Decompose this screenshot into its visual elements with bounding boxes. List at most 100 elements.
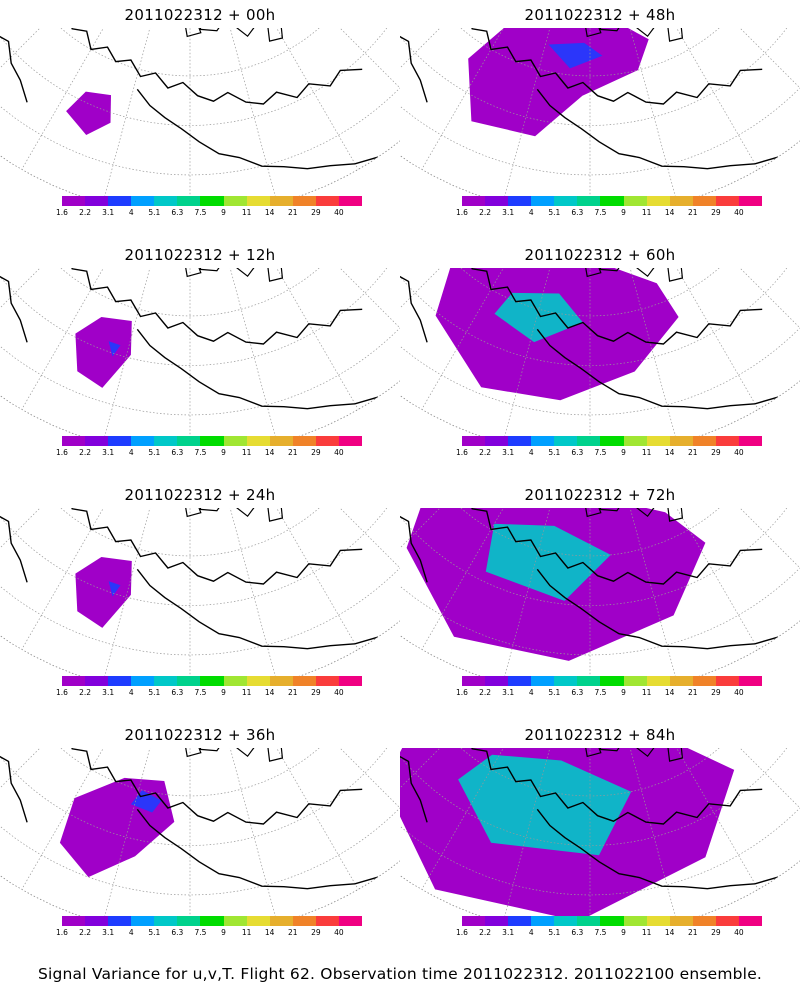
colorbar-tick-label: 11 [241, 928, 252, 937]
polar-map [400, 508, 800, 678]
colorbar-cell [692, 436, 716, 446]
colorbar-tick-label: 7.5 [594, 928, 607, 937]
colorbar-cell [531, 916, 555, 926]
colorbar-tick-label: 11 [241, 688, 252, 697]
meridian-line [220, 748, 278, 918]
polar-map [400, 268, 800, 438]
map-boundary [400, 140, 800, 198]
latitude-line [400, 268, 800, 366]
meridian-line [0, 748, 88, 767]
colorbar-tick-label: 40 [734, 448, 744, 457]
arctic-island [666, 28, 684, 42]
map-panel: 2011022312 + 36h 1.6 2.2 3.1 4 5.1 6.3 7.5 9 11 14… [0, 720, 400, 960]
colorbar-cell [177, 916, 201, 926]
colorbar-cell [85, 436, 109, 446]
meridian-line [0, 748, 107, 837]
colorbar-tick-label: 5.1 [548, 688, 561, 697]
colorbar-cell [646, 196, 670, 206]
meridian-line [273, 508, 400, 597]
latitude-line [0, 28, 400, 126]
coastline [429, 748, 763, 825]
map-boundary [0, 620, 400, 678]
meridian-line [220, 28, 278, 198]
colorbar-cell [269, 436, 293, 446]
colorbar-cell [646, 436, 670, 446]
arctic-island [184, 508, 202, 518]
colorbar-cell [623, 196, 647, 206]
colorbar-cell [692, 196, 716, 206]
arctic-island [630, 748, 661, 758]
colorbar-tick-label: 1.6 [56, 928, 68, 937]
polar-map [400, 748, 800, 918]
colorbar: 1.6 2.2 3.1 4 5.1 6.3 7.5 9 11 14 21 29 40 [56, 196, 363, 226]
arctic-island [666, 508, 684, 522]
meridian-line [21, 748, 131, 890]
map-panel: 2011022312 + 72h 1.6 2.2 3.1 4 5.1 6.3 7.5 9 11 14… [400, 480, 800, 720]
colorbar-cell [62, 436, 86, 446]
colorbar-tick-label: 29 [311, 928, 321, 937]
meridian-line [273, 748, 400, 837]
colorbar-tick-label: 4 [128, 448, 134, 457]
map-boundary [0, 380, 400, 438]
colorbar-cell [508, 436, 532, 446]
meridian-line [220, 268, 278, 438]
arctic-island [184, 268, 202, 278]
map-panel: 2011022312 + 24h 1.6 2.2 3.1 4 5.1 6.3 7.5 9 11 14… [0, 480, 400, 720]
meridian-line [400, 508, 507, 597]
meridian-line [421, 268, 531, 410]
variance-field-high [494, 292, 583, 343]
panel-title: 2011022312 + 36h [124, 726, 276, 744]
colorbar-cell [485, 196, 509, 206]
arctic-island [266, 268, 284, 282]
colorbar-tick-label: 7.5 [194, 208, 207, 217]
latitude-line [400, 28, 800, 126]
meridian-line [0, 508, 107, 597]
colorbar-tick-label: 11 [641, 688, 652, 697]
colorbar-cell [292, 676, 316, 686]
panel-title: 2011022312 + 00h [124, 6, 276, 24]
colorbar-cell [600, 196, 624, 206]
colorbar-cell [154, 916, 178, 926]
colorbar-cell [200, 676, 224, 686]
map-boundary [400, 860, 800, 918]
colorbar-cell [85, 196, 109, 206]
arctic-island [630, 268, 661, 278]
map-panel: 2011022312 + 60h 1.6 2.2 3.1 4 5.1 6.3 7.5 9 11 14… [400, 240, 800, 480]
colorbar-tick-label: 29 [711, 688, 721, 697]
colorbar-cell [223, 196, 247, 206]
colorbar-tick-label: 11 [641, 448, 652, 457]
arctic-island [230, 268, 261, 278]
meridian-line [292, 748, 400, 767]
colorbar-tick-label: 9 [621, 448, 626, 457]
latitude-line [0, 508, 400, 656]
coastline [136, 808, 379, 890]
colorbar-tick-label: 3.1 [502, 928, 515, 937]
colorbar-tick-label: 11 [641, 208, 652, 217]
variance-field-high [458, 754, 632, 856]
colorbar-cell [292, 436, 316, 446]
coastline [0, 748, 28, 823]
colorbar-tick-label: 21 [687, 208, 698, 217]
coastline [400, 508, 428, 583]
colorbar-cell [508, 676, 532, 686]
colorbar-tick-label: 5.1 [148, 688, 161, 697]
variance-field-high [485, 523, 611, 601]
colorbar-tick-label: 40 [734, 688, 744, 697]
variance-field-low [75, 557, 132, 628]
latitude-line [418, 748, 762, 797]
colorbar: 1.6 2.2 3.1 4 5.1 6.3 7.5 9 11 14 21 29 40 [56, 916, 363, 946]
panel-title: 2011022312 + 84h [524, 726, 676, 744]
colorbar-tick-label: 29 [711, 448, 721, 457]
colorbar-cell [200, 436, 224, 446]
variance-field-low [435, 268, 679, 401]
arctic-island [630, 508, 661, 518]
panel-title: 2011022312 + 72h [524, 486, 676, 504]
colorbar: 1.6 2.2 3.1 4 5.1 6.3 7.5 9 11 14 21 29 40 [456, 436, 763, 466]
colorbar-cell [623, 916, 647, 926]
coastline [29, 268, 363, 345]
colorbar-tick-label: 6.3 [171, 208, 184, 217]
colorbar-tick-label: 11 [241, 448, 252, 457]
arctic-island [584, 748, 602, 758]
colorbar-cell [292, 196, 316, 206]
colorbar-cell [108, 676, 132, 686]
